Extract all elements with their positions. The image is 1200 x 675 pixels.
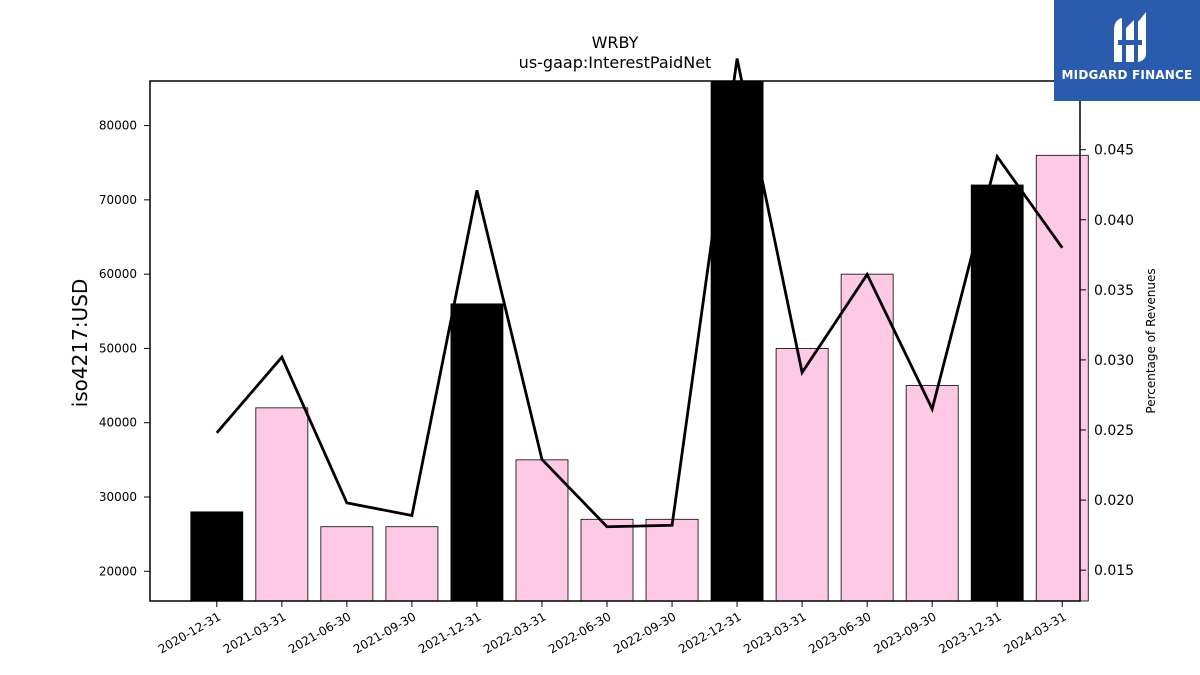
x-tick-label: 2022-06-30 — [546, 609, 613, 656]
x-tick-label: 2023-03-31 — [741, 609, 808, 656]
y2-tick-label: 0.020 — [1094, 493, 1134, 509]
midgard-logo-icon — [1114, 12, 1146, 62]
bar-2020-12-31 — [190, 511, 244, 602]
y-tick-label: 20000 — [99, 564, 137, 578]
y-tick-label: 60000 — [99, 267, 137, 281]
x-tick-label: 2022-09-30 — [611, 609, 678, 656]
bar-2023-12-31 — [970, 184, 1024, 602]
logo-text: MIDGARD FINANCE — [1061, 68, 1193, 82]
y2-tick-label: 0.045 — [1094, 143, 1134, 159]
y-axis: 20000 30000 40000 50000 60000 70000 80000 — [99, 119, 150, 578]
x-tick-label: 2024-03-31 — [1001, 609, 1068, 656]
bar-2022-12-31 — [710, 80, 764, 602]
y2-tick-label: 0.025 — [1094, 423, 1134, 439]
bar-2021-03-31 — [255, 407, 309, 602]
y2-tick-label: 0.030 — [1094, 353, 1134, 369]
logo: MIDGARD FINANCE — [1054, 0, 1200, 101]
y2-tick-label: 0.035 — [1094, 283, 1134, 299]
chart-subtitle: us-gaap:InterestPaidNet — [519, 53, 712, 72]
x-tick-label: 2023-09-30 — [871, 609, 938, 656]
revenue-percentage-line — [215, 58, 1064, 529]
bar-2022-09-30 — [645, 518, 699, 602]
bar-2021-09-30 — [385, 526, 439, 602]
y-tick-label: 30000 — [99, 490, 137, 504]
bar-2023-09-30 — [905, 385, 959, 602]
bar-2022-06-30 — [580, 518, 634, 602]
x-tick-label: 2020-12-31 — [156, 609, 223, 656]
y-tick-label: 70000 — [99, 193, 137, 207]
x-tick-label: 2023-12-31 — [936, 609, 1003, 656]
bar-2023-03-31 — [775, 348, 829, 602]
x-tick-label: 2022-03-31 — [481, 609, 548, 656]
x-tick-label: 2021-09-30 — [351, 609, 418, 656]
y2-tick-label: 0.015 — [1094, 563, 1134, 579]
bar-2021-12-31 — [450, 303, 504, 602]
bars-group — [190, 80, 1089, 602]
chart-title: WRBY — [592, 33, 639, 52]
x-tick-label: 2023-06-30 — [806, 609, 873, 656]
plot-frame — [149, 80, 1081, 602]
x-tick-label: 2022-12-31 — [676, 609, 743, 656]
bar-2023-06-30 — [840, 273, 894, 602]
y2-axis-label: Percentage of Revenues — [1144, 268, 1158, 413]
y-tick-label: 40000 — [99, 416, 137, 430]
bar-2022-03-31 — [515, 459, 569, 602]
x-axis: 2020-12-312021-03-312021-06-302021-09-30… — [156, 601, 1069, 656]
y2-axis: 0.015 0.020 0.025 0.030 0.035 0.040 0.045 — [1080, 143, 1134, 579]
y2-tick-label: 0.040 — [1094, 213, 1134, 229]
x-tick-label: 2021-06-30 — [286, 609, 353, 656]
line-group — [215, 58, 1064, 529]
bar-2021-06-30 — [320, 526, 374, 602]
x-tick-label: 2021-12-31 — [416, 609, 483, 656]
y-axis-label: iso4217:USD — [68, 279, 92, 408]
x-tick-label: 2021-03-31 — [221, 609, 288, 656]
y-tick-label: 50000 — [99, 341, 137, 355]
y-tick-label: 80000 — [99, 119, 137, 133]
